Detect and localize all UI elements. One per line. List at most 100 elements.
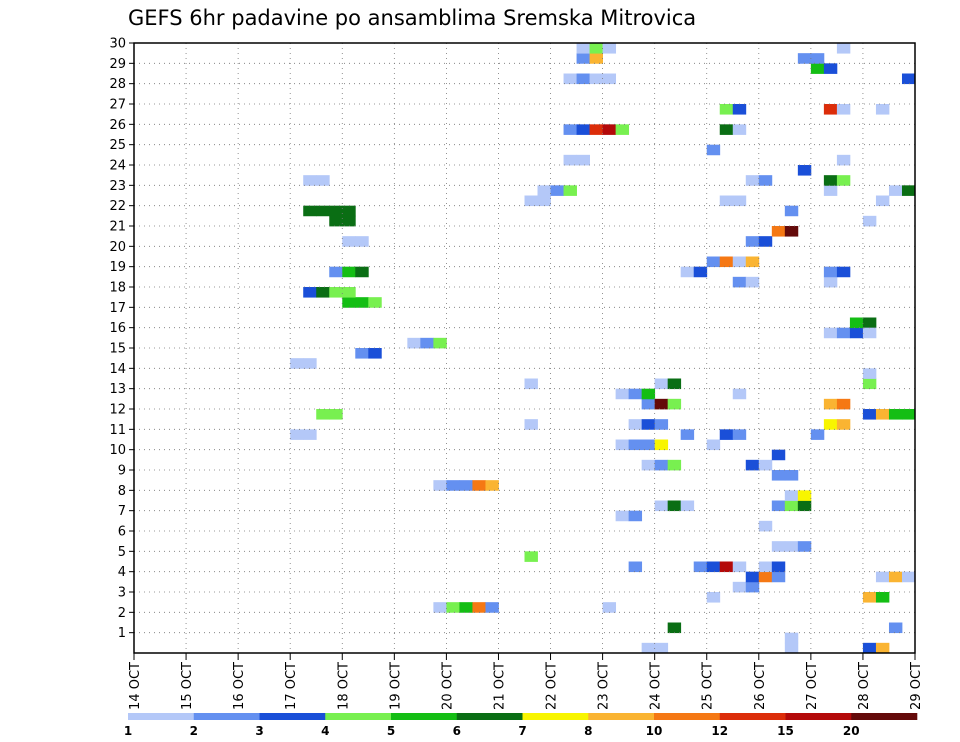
heatmap-cell [355, 297, 369, 308]
y-tick-label: 6 [118, 525, 126, 540]
y-tick-label: 26 [109, 118, 126, 133]
y-tick-label: 17 [109, 301, 126, 316]
heatmap-cell [784, 470, 799, 481]
heatmap-cell [329, 409, 343, 420]
heatmap-cell [316, 409, 330, 420]
heatmap-cell [706, 561, 721, 573]
x-tick-label: 28 OCT [857, 662, 872, 710]
heatmap-cell [303, 429, 317, 440]
heatmap-cell [810, 429, 825, 440]
heatmap-cell [823, 175, 838, 186]
heatmap-cell [368, 348, 382, 359]
heatmap-cell [862, 642, 877, 654]
colorbar-swatch [259, 713, 326, 720]
heatmap-cell [303, 175, 317, 186]
heatmap-cell [771, 561, 786, 573]
heatmap-cell [628, 510, 643, 522]
x-tick-label: 24 OCT [649, 662, 664, 710]
heatmap-cell [602, 602, 617, 613]
colorbar-swatch [456, 713, 523, 720]
colorbar-swatch [785, 713, 852, 720]
heatmap-cell [888, 185, 903, 196]
heatmap-cell [706, 592, 721, 603]
heatmap-cell [706, 144, 721, 156]
heatmap-cell [576, 53, 590, 64]
heatmap-cell [784, 490, 799, 501]
heatmap-cell [459, 480, 473, 491]
heatmap-cell [576, 73, 590, 85]
y-tick-label: 4 [118, 565, 126, 580]
heatmap-cell [719, 104, 734, 115]
heatmap-cell [836, 43, 851, 54]
heatmap-cell [563, 73, 577, 85]
heatmap-cell [472, 480, 486, 491]
heatmap-cell [316, 205, 330, 217]
y-tick-label: 18 [109, 281, 126, 296]
heatmap-cell [719, 256, 734, 268]
heatmap-cell [732, 124, 747, 135]
y-axis: 1234567891011121314151617181920212223242… [109, 37, 134, 641]
heatmap-cell [706, 256, 721, 268]
colorbar-label: 10 [646, 724, 663, 738]
heatmap-cell [810, 53, 825, 64]
y-tick-label: 22 [109, 199, 126, 214]
heatmap-cell [654, 642, 669, 654]
heatmap-cell [901, 409, 916, 420]
heatmap-cell [667, 500, 682, 512]
y-tick-label: 15 [109, 342, 126, 357]
heatmap-cell [316, 287, 330, 298]
heatmap-cell [823, 63, 838, 74]
colorbar-swatch [193, 713, 260, 720]
colorbar-swatch [325, 713, 392, 720]
y-tick-label: 13 [109, 382, 126, 397]
heatmap-cell [706, 439, 721, 451]
heatmap-cell [888, 622, 903, 634]
heatmap-cell [745, 175, 760, 186]
y-tick-label: 3 [118, 586, 126, 601]
colorbar-label: 12 [711, 724, 728, 738]
y-tick-label: 30 [109, 37, 126, 52]
heatmap-cell [719, 561, 734, 573]
x-tick-label: 19 OCT [388, 662, 403, 710]
heatmap-cell [745, 571, 760, 583]
heatmap-cell [836, 154, 851, 166]
heatmap-cell [875, 195, 890, 207]
heatmap-cell [654, 398, 669, 410]
y-tick-label: 24 [109, 159, 126, 174]
heatmap-cell [732, 388, 747, 400]
heatmap-cell [901, 571, 916, 583]
y-tick-label: 14 [109, 362, 126, 377]
y-tick-label: 8 [118, 484, 126, 499]
heatmap-cell [823, 276, 838, 288]
heatmap-cell [823, 327, 838, 339]
heatmap-cell [628, 388, 643, 400]
heatmap-cell [875, 409, 890, 420]
cells-layer [290, 43, 916, 654]
colorbar-swatch [654, 713, 721, 720]
x-axis: 14 OCT 15 OCT 16 OCT 17 OCT 18 OCT 19 OCT 20 O… [128, 653, 924, 710]
heatmap-cell [329, 215, 343, 227]
heatmap-cell [836, 327, 851, 339]
heatmap-cell [745, 256, 760, 268]
heatmap-cell [862, 592, 877, 603]
colorbar-swatch [128, 713, 195, 720]
heatmap-cell [771, 571, 786, 583]
colorbar-label: 3 [255, 724, 263, 738]
heatmap-cell [589, 73, 603, 85]
heatmap-cell [342, 215, 356, 227]
heatmap-cell [732, 429, 747, 440]
heatmap-cell [589, 43, 603, 54]
heatmap-cell [446, 480, 460, 491]
heatmap-cell [784, 226, 799, 237]
heatmap-cell [758, 236, 773, 247]
y-tick-label: 27 [109, 98, 126, 113]
heatmap-cell [667, 622, 682, 634]
x-tick-label: 22 OCT [545, 662, 560, 710]
heatmap-cell [355, 236, 369, 247]
heatmap-cell [446, 602, 460, 613]
heatmap-cell [472, 602, 486, 613]
x-tick-label: 18 OCT [336, 662, 351, 710]
heatmap-cell [602, 43, 617, 54]
heatmap-cell [797, 500, 812, 512]
heatmap-cell [823, 419, 838, 430]
